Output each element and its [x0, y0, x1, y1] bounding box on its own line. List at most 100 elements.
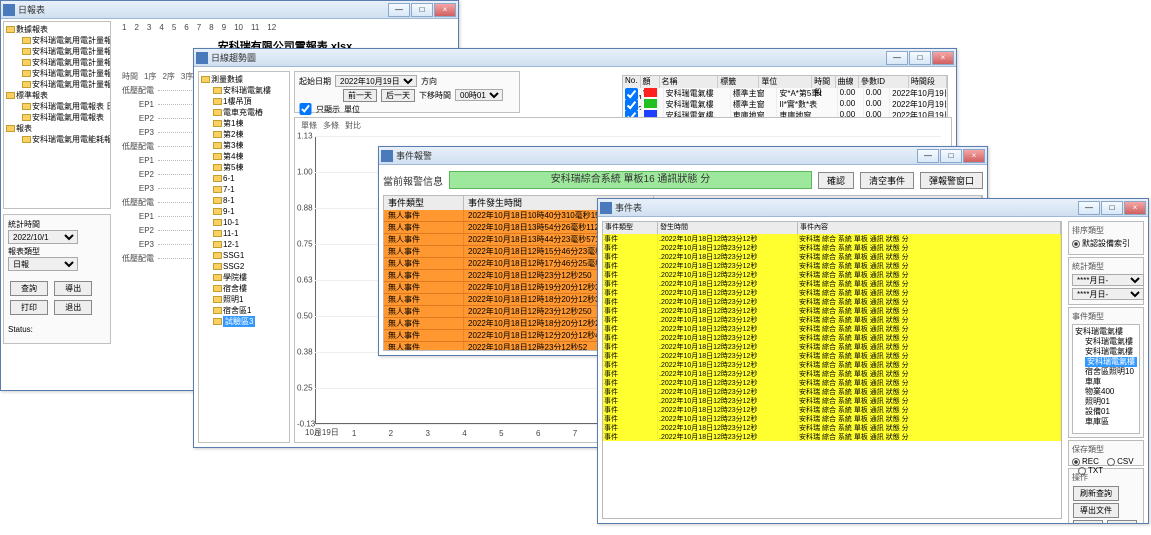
tree-item[interactable]: 安科瑞電氣用電能耗報表 — [32, 135, 111, 144]
opt-txt[interactable]: TXT — [1088, 466, 1103, 475]
refresh-button[interactable]: 刷新查詢 — [1073, 486, 1119, 501]
col-header[interactable]: 曲線 — [836, 76, 859, 88]
device-tree[interactable]: 測量數據 安科瑞電氣樓1樓吊頂電車充電樁第1棟第2棟第3棟第4棟第5棟6-17-… — [198, 71, 290, 443]
curve-checkbox[interactable] — [625, 88, 638, 99]
event-row[interactable]: 事件.2022年10月18日12時23分12秒安科瑞 綜合 系統 單板 通訊 狀… — [603, 288, 1061, 297]
tree-item[interactable]: 第2棟 — [223, 130, 243, 139]
maximize-button[interactable]: □ — [940, 149, 962, 163]
event-row[interactable]: 事件.2022年10月18日12時23分12秒安科瑞 綜合 系統 單板 通訊 狀… — [603, 243, 1061, 252]
curve-row[interactable]: 2安科瑞電氣樓標準主窗II*實*數*表0.000.002022年10月19日 — [623, 99, 947, 110]
col-header[interactable]: 時間段 — [909, 76, 947, 88]
tree-item[interactable]: 宿舍樓 — [223, 284, 247, 293]
tree-root[interactable]: 測量數據 — [211, 75, 243, 84]
col-time[interactable]: 發生時間 — [658, 222, 798, 234]
col-header[interactable]: 顏色 — [641, 76, 660, 88]
titlebar[interactable]: 日線趨勢圖 — □ × — [194, 49, 956, 67]
tab-single[interactable]: 單條 — [301, 120, 317, 131]
tree-item[interactable]: 第3棟 — [223, 141, 243, 150]
event-row[interactable]: 事件.2022年10月18日12時23分12秒安科瑞 綜合 系統 單板 通訊 狀… — [603, 234, 1061, 243]
event-row[interactable]: 事件.2022年10月18日12時23分12秒安科瑞 綜合 系統 單板 通訊 狀… — [603, 387, 1061, 396]
close-button[interactable]: × — [1124, 201, 1146, 215]
col-header[interactable]: 時間段 — [812, 76, 835, 88]
export-button[interactable]: 導出 — [54, 281, 92, 296]
event-row[interactable]: 事件.2022年10月18日12時23分12秒安科瑞 綜合 系統 單板 通訊 狀… — [603, 351, 1061, 360]
maximize-button[interactable]: □ — [909, 51, 931, 65]
only-show-checkbox[interactable] — [299, 103, 312, 115]
tree-group[interactable]: 報表 — [16, 124, 32, 133]
event-row[interactable]: 事件.2022年10月18日12時23分12秒安科瑞 綜合 系統 單板 通訊 狀… — [603, 315, 1061, 324]
from-select[interactable]: ****月日- — [1072, 274, 1144, 286]
event-table[interactable]: 事件類型 發生時間 事件內容 事件.2022年10月18日12時23分12秒安科… — [602, 221, 1062, 519]
event-type-tree[interactable]: 安科瑞電氣樓安科瑞電氣樓安科瑞電氣樓安科瑞電氣樓宿舍區照明10車庫物業400照明… — [1072, 324, 1140, 434]
to-select[interactable]: ****月日- — [1072, 288, 1144, 300]
confirm-button[interactable]: 確認 — [818, 172, 854, 189]
titlebar[interactable]: 日報表 — □ × — [1, 1, 458, 19]
tab-compare[interactable]: 對比 — [345, 120, 361, 131]
col-type[interactable]: 事件類型 — [384, 196, 464, 210]
tree-item[interactable]: 第5棟 — [223, 163, 243, 172]
tree-item[interactable]: 安科瑞電氣用電計量報表 — [32, 58, 111, 67]
tree-item[interactable]: 照明1 — [223, 295, 243, 304]
tree-item[interactable]: 安科瑞電氣樓 — [1085, 347, 1133, 356]
col-header[interactable]: 標籤 — [718, 76, 759, 88]
minimize-button[interactable]: — — [1078, 201, 1100, 215]
event-row[interactable]: 事件.2022年10月18日12時23分12秒安科瑞 綜合 系統 單板 通訊 狀… — [603, 414, 1061, 423]
event-row[interactable]: 事件.2022年10月18日12時23分12秒安科瑞 綜合 系統 單板 通訊 狀… — [603, 405, 1061, 414]
tree-item[interactable]: 安科瑞電氣用電計量報表 — [32, 69, 111, 78]
report-tree[interactable]: 數據報表 安科瑞電氣用電計量報表安科瑞電氣用電計量報表安科瑞電氣用電計量報表安科… — [3, 21, 111, 209]
tree-item[interactable]: 8-1 — [223, 196, 235, 205]
export-button[interactable]: 導出文件 — [1073, 503, 1119, 518]
tree-item[interactable]: 安科瑞電氣用電計量報表 — [32, 80, 111, 89]
time-select[interactable]: 00時01 — [455, 89, 503, 101]
col-header[interactable]: No. — [623, 76, 641, 88]
print-button[interactable]: 打印 — [10, 300, 48, 315]
date-select[interactable]: 2022年10月19日 — [335, 75, 417, 87]
event-row[interactable]: 事件.2022年10月18日12時23分12秒安科瑞 綜合 系統 單板 通訊 狀… — [603, 252, 1061, 261]
event-row[interactable]: 事件.2022年10月18日12時23分12秒安科瑞 綜合 系統 單板 通訊 狀… — [603, 432, 1061, 441]
event-row[interactable]: 事件.2022年10月18日12時23分12秒安科瑞 綜合 系統 單板 通訊 狀… — [603, 324, 1061, 333]
col-type[interactable]: 事件類型 — [603, 222, 658, 234]
tree-item[interactable]: 宿舍區1 — [223, 306, 251, 315]
tree-item[interactable]: 11-1 — [223, 229, 238, 238]
prev-day-button[interactable]: 前一天 — [343, 89, 377, 102]
event-row[interactable]: 事件.2022年10月18日12時23分12秒安科瑞 綜合 系統 單板 通訊 狀… — [603, 333, 1061, 342]
close-button[interactable]: × — [932, 51, 954, 65]
radio-csv[interactable] — [1107, 458, 1115, 466]
tree-item[interactable]: 照明01 — [1085, 397, 1110, 406]
sort-option[interactable]: 默認設備索引 — [1082, 239, 1130, 248]
tree-item[interactable]: 安科瑞電氣樓 — [1085, 357, 1137, 367]
event-row[interactable]: 事件.2022年10月18日12時23分12秒安科瑞 綜合 系統 單板 通訊 狀… — [603, 396, 1061, 405]
next-day-button[interactable]: 后一天 — [381, 89, 415, 102]
tree-item[interactable]: 車庫 — [1085, 377, 1101, 386]
tree-item[interactable]: 車庫區 — [1085, 417, 1109, 426]
query-button[interactable]: 查詢 — [1073, 520, 1103, 523]
event-row[interactable]: 事件.2022年10月18日12時23分12秒安科瑞 綜合 系統 單板 通訊 狀… — [603, 342, 1061, 351]
col-header[interactable]: 名稱 — [660, 76, 719, 88]
tree-item[interactable]: 安科瑞電氣樓 — [1085, 337, 1133, 346]
popup-alarm-button[interactable]: 彈報警窗口 — [920, 172, 983, 189]
event-row[interactable]: 事件.2022年10月18日12時23分12秒安科瑞 綜合 系統 單板 通訊 狀… — [603, 360, 1061, 369]
opt-rec[interactable]: REC — [1082, 457, 1099, 466]
tree-item[interactable]: 學院樓 — [223, 273, 247, 282]
tree-item[interactable]: 試驗區3 — [223, 316, 255, 327]
col-content[interactable]: 事件內容 — [798, 222, 1061, 234]
radio-rec[interactable] — [1072, 458, 1080, 466]
tree-item[interactable]: 安科瑞電氣用電計量報表 — [32, 47, 111, 56]
event-row[interactable]: 事件.2022年10月18日12時23分12秒安科瑞 綜合 系統 單板 通訊 狀… — [603, 378, 1061, 387]
curve-checkbox[interactable] — [625, 99, 638, 110]
tree-group[interactable]: 標準報表 — [16, 91, 48, 100]
event-row[interactable]: 事件.2022年10月18日12時23分12秒安科瑞 綜合 系統 單板 通訊 狀… — [603, 279, 1061, 288]
query-button[interactable]: 查詢 — [10, 281, 48, 296]
col-header[interactable]: 單位 — [759, 76, 812, 88]
tab-multi[interactable]: 多條 — [323, 120, 339, 131]
event-row[interactable]: 事件.2022年10月18日12時23分12秒安科瑞 綜合 系統 單板 通訊 狀… — [603, 423, 1061, 432]
tree-item[interactable]: 電車充電樁 — [223, 108, 263, 117]
tree-item[interactable]: 第4棟 — [223, 152, 243, 161]
tree-item[interactable]: SSG1 — [223, 251, 244, 260]
event-row[interactable]: 事件.2022年10月18日12時23分12秒安科瑞 綜合 系統 單板 通訊 狀… — [603, 297, 1061, 306]
tree-item[interactable]: 1樓吊頂 — [223, 97, 251, 106]
titlebar[interactable]: 事件表 — □ × — [598, 199, 1148, 217]
maximize-button[interactable]: □ — [411, 3, 433, 17]
event-row[interactable]: 事件.2022年10月18日12時23分12秒安科瑞 綜合 系統 單板 通訊 狀… — [603, 261, 1061, 270]
curve-row[interactable]: 1安科瑞電氣樓標準主窗安*A*第5單I0.000.002022年10月19日 — [623, 88, 947, 99]
